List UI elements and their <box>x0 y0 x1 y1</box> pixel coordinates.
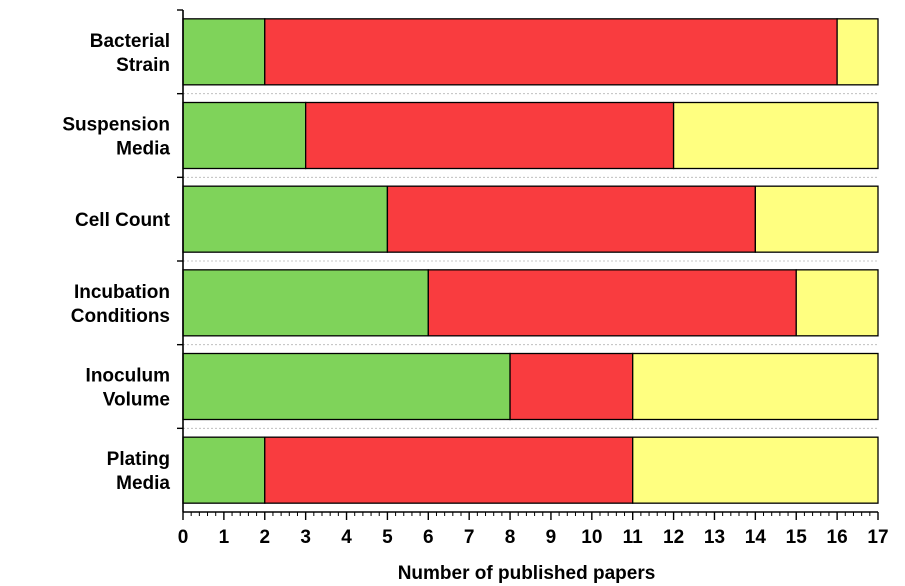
x-axis-title: Number of published papers <box>398 563 656 584</box>
bar-segment-2 <box>264 436 634 504</box>
bar-segment-3 <box>836 18 879 86</box>
category-labels: Bacterial Strain Suspension Media Cell Count… <box>62 31 170 494</box>
x-tick-label: 7 <box>464 527 475 548</box>
category-label: Plating Media <box>107 449 171 494</box>
bar-segment-2 <box>304 101 675 170</box>
bar-segment-1 <box>182 185 389 253</box>
x-tick-label: 17 <box>867 527 888 548</box>
bar-segment-3 <box>754 185 879 253</box>
x-tick-label: 10 <box>581 527 602 548</box>
bar-segment-2 <box>509 352 634 421</box>
x-tick-label: 4 <box>341 527 352 548</box>
bar-segment-1 <box>182 101 307 170</box>
category-label: Inoculum Volume <box>86 366 170 411</box>
x-tick-label: 14 <box>745 527 767 548</box>
x-tick-label: 3 <box>300 527 311 548</box>
bar-segment-1 <box>182 269 429 337</box>
x-tick-label: 0 <box>178 527 189 548</box>
x-tick-label: 6 <box>423 527 434 548</box>
bar-segment-1 <box>182 18 266 86</box>
x-tick-label: 11 <box>623 527 644 548</box>
category-label: Incubation Conditions <box>71 282 170 327</box>
x-tick-label: 8 <box>505 527 516 548</box>
bar-segment-3 <box>632 352 879 421</box>
category-label: Cell Count <box>75 210 171 231</box>
x-tick-label: 13 <box>704 527 725 548</box>
bar-segment-3 <box>672 101 879 170</box>
x-tick-label: 9 <box>546 527 557 548</box>
x-tick-label: 12 <box>663 527 684 548</box>
category-label: Bacterial Strain <box>90 31 170 76</box>
bar-segment-1 <box>182 352 511 421</box>
bar-segment-2 <box>427 269 797 337</box>
x-tick-label: 16 <box>827 527 848 548</box>
category-label: Suspension Media <box>62 115 170 160</box>
bar-segment-2 <box>264 18 838 86</box>
x-tick-label: 5 <box>382 527 393 548</box>
bar-segment-3 <box>795 269 879 337</box>
bar-segment-1 <box>182 436 266 504</box>
x-tick-label: 1 <box>219 527 230 548</box>
x-tick-label: 2 <box>259 527 270 548</box>
x-tick-label: 15 <box>786 527 808 548</box>
x-axis-ticks: 0 1 2 3 4 5 6 7 8 9 10 11 12 13 14 15 16 17 <box>177 9 889 548</box>
bar-segment-3 <box>632 436 879 504</box>
bar-segment-2 <box>386 185 757 253</box>
bars <box>182 18 879 504</box>
